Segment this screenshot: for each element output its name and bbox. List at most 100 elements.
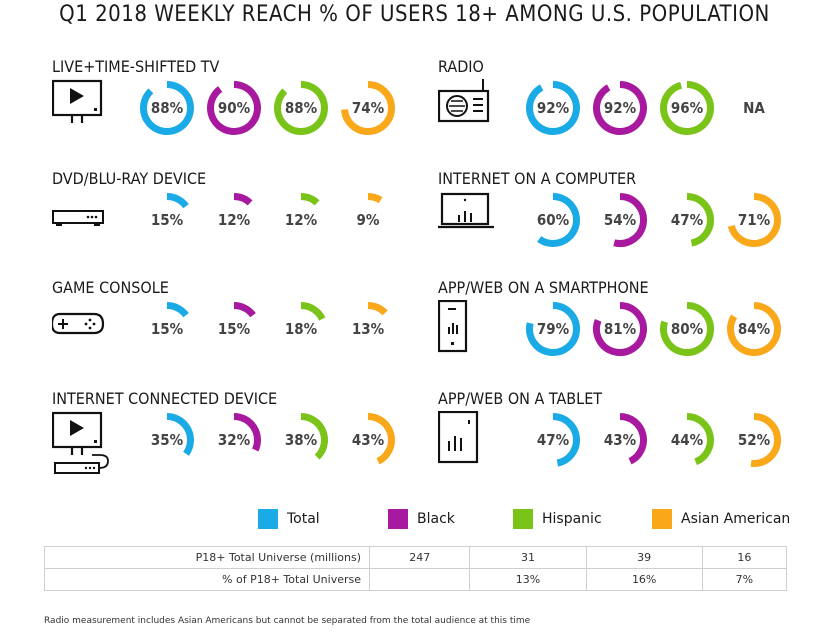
donut-arc (526, 81, 580, 135)
donut-value-label: 88% (150, 99, 184, 117)
donut-arc-svg (660, 302, 714, 356)
legend-swatch-black (388, 509, 408, 529)
donut-arc-svg (686, 193, 714, 247)
donut-arc-svg (367, 413, 395, 465)
donut-arc-svg (727, 193, 781, 247)
table-row: P18+ Total Universe (millions) 247 31 39… (44, 546, 788, 569)
donut-value-label: 12% (284, 211, 318, 229)
table-row: % of P18+ Total Universe 13% 16% 7% (44, 568, 788, 591)
donut-arc-svg (166, 413, 194, 456)
donut-total: 92% (524, 79, 582, 137)
table-row-header: % of P18+ Total Universe (44, 568, 370, 591)
donut-arc-svg (526, 302, 580, 356)
donut-hispanic: 47% (658, 191, 716, 249)
tablet-icon (437, 410, 494, 475)
category-title: INTERNET ON A COMPUTER (438, 169, 637, 188)
donut-hispanic: 80% (658, 300, 716, 358)
donut-arc (593, 81, 647, 135)
donut-arc (341, 81, 395, 135)
donut-arc-svg (593, 81, 647, 135)
donut-value-label: 13% (351, 320, 385, 338)
donut-arc-svg (727, 302, 781, 356)
donut-arc-svg (140, 81, 194, 135)
donut-arc-svg (686, 413, 714, 466)
game-controller-icon (50, 300, 108, 360)
donut-arc-svg (619, 413, 647, 465)
table-cell: 247 (368, 546, 471, 569)
donut-arc-svg (233, 193, 253, 206)
category-title: APP/WEB ON A SMARTPHONE (438, 278, 649, 297)
donut-asian-american: 13% (339, 300, 397, 358)
donut-arc-svg (300, 193, 320, 206)
dvd-player-icon (52, 191, 108, 251)
donut-arc (274, 81, 328, 135)
table-cell: 16% (585, 568, 703, 591)
donut-value-label: NA (743, 99, 765, 117)
table-cell: 39 (585, 546, 703, 569)
donut-arc-svg (233, 302, 256, 318)
donut-value-label: 9% (356, 211, 380, 229)
donut-hispanic: 38% (272, 411, 330, 469)
donut-value-label: 79% (536, 320, 570, 338)
donut-arc (526, 302, 580, 356)
donut-value-label: 47% (670, 211, 704, 229)
donut-hispanic: 12% (272, 191, 330, 249)
donut-arc-svg (552, 413, 580, 467)
donut-arc (660, 81, 714, 135)
legend-label-black: Black (417, 511, 455, 527)
donut-value-label: 88% (284, 99, 318, 117)
donut-hispanic: 44% (658, 411, 716, 469)
donut-total: 15% (138, 300, 196, 358)
universe-table: P18+ Total Universe (millions) 247 31 39… (44, 546, 788, 591)
category-block: INTERNET ON A COMPUTER 60% 54% 47% 71% (438, 169, 818, 269)
category-title: LIVE+TIME-SHIFTED TV (52, 57, 220, 76)
legend-label-hispanic: Hispanic (542, 511, 602, 527)
category-block: LIVE+TIME-SHIFTED TV 88% 90% 88% 74% (51, 57, 432, 157)
table-cell: 13% (469, 568, 587, 591)
donut-value-label: 43% (603, 431, 637, 449)
donut-black: 12% (205, 191, 263, 249)
category-title: RADIO (438, 57, 484, 76)
donut-arc (367, 413, 395, 465)
donut-black: 90% (205, 79, 263, 137)
donut-arc (300, 413, 328, 460)
donut-arc (140, 81, 194, 135)
donut-value-label: 35% (150, 431, 184, 449)
category-block: DVD/BLU-RAY DEVICE 15% 12% 12% 9% (52, 169, 432, 269)
donut-value-label: 74% (351, 99, 385, 117)
donut-arc (537, 193, 580, 247)
donut-arc (233, 302, 256, 318)
category-title: GAME CONSOLE (52, 278, 169, 297)
donut-hispanic: 88% (272, 79, 330, 137)
donut-value-label: 52% (737, 431, 771, 449)
donut-value-label: 32% (217, 431, 251, 449)
donut-asian-american: NA (725, 79, 783, 137)
donut-arc-svg (207, 81, 261, 135)
donut-arc (166, 302, 189, 318)
donut-black: 43% (591, 411, 649, 469)
category-title: APP/WEB ON A TABLET (438, 389, 603, 408)
donut-arc-svg (750, 413, 781, 467)
donut-total: 15% (138, 191, 196, 249)
category-block: APP/WEB ON A SMARTPHONE 79% 81% 80% 84% (437, 278, 818, 378)
category-title: DVD/BLU-RAY DEVICE (52, 169, 207, 188)
donut-arc (233, 193, 253, 206)
donut-arc (552, 413, 580, 467)
donut-arc-svg (300, 413, 328, 460)
radio-icon (437, 79, 494, 139)
donut-value-label: 15% (150, 320, 184, 338)
donut-value-label: 60% (536, 211, 570, 229)
donut-arc-svg (233, 413, 261, 452)
donut-value-label: 18% (284, 320, 318, 338)
donut-arc (300, 193, 320, 206)
tv-icon (51, 79, 108, 139)
donut-value-label: 81% (603, 320, 637, 338)
donut-value-label: 12% (217, 211, 251, 229)
donut-value-label: 84% (737, 320, 771, 338)
donut-black: 15% (205, 300, 263, 358)
donut-total: 60% (524, 191, 582, 249)
donut-total: 47% (524, 411, 582, 469)
table-cell: 31 (469, 546, 587, 569)
donut-value-label: 96% (670, 99, 704, 117)
donut-value-label: 15% (150, 211, 184, 229)
